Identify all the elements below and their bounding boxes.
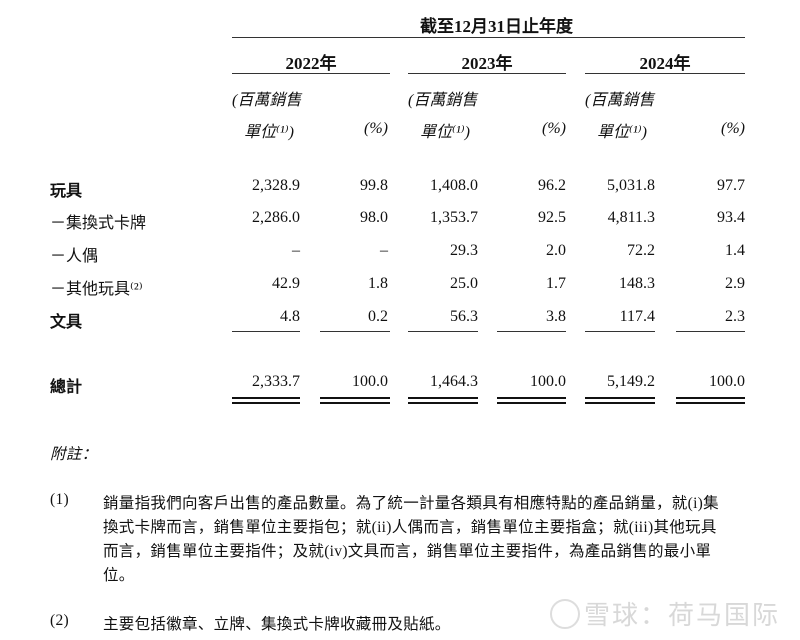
subtotal-rule — [497, 331, 566, 332]
row-value: 1,353.7 — [430, 209, 478, 226]
row-value: 4,811.3 — [607, 209, 655, 226]
row-label: 文具 — [50, 314, 83, 331]
note-line: 換式卡牌而言，銷售單位主要指包；就(ii)人偶而言，銷售單位主要指盒；就(iii… — [103, 519, 717, 536]
double-underline — [232, 397, 300, 399]
total-value: 100.0 — [709, 373, 745, 390]
unit-header-line1: (百萬銷售 — [408, 92, 478, 109]
subtotal-rule — [585, 331, 655, 332]
note-number: (1) — [50, 491, 69, 508]
snowball-logo-icon — [549, 599, 580, 629]
subtotal-rule — [320, 331, 390, 332]
year-2022: 2022年 — [285, 54, 337, 73]
row-value: 2.0 — [546, 242, 566, 259]
row-label: －其他玩具⁽²⁾ — [50, 281, 143, 298]
row-value: – — [380, 242, 388, 259]
row-label: 玩具 — [50, 183, 83, 200]
unit-header-line2: 單位⁽¹⁾) — [420, 124, 470, 141]
notes-heading: 附註： — [50, 446, 98, 463]
row-label: －人偶 — [50, 248, 99, 265]
row-value: 117.4 — [619, 308, 655, 325]
total-label: 總計 — [50, 379, 83, 396]
year-2024: 2024年 — [639, 54, 691, 73]
watermark-text: 雪球：荷马国际 — [583, 601, 780, 631]
row-value: 98.0 — [360, 209, 388, 226]
header-rule — [232, 37, 745, 38]
row-value: 2,286.0 — [252, 209, 300, 226]
row-value: 4.8 — [280, 308, 300, 325]
unit-header-line2: 單位⁽¹⁾) — [597, 124, 647, 141]
year-rule — [408, 73, 566, 74]
double-underline — [585, 402, 655, 404]
row-value: 2.3 — [725, 308, 745, 325]
double-underline — [676, 397, 745, 399]
unit-header-line1: (百萬銷售 — [232, 92, 302, 109]
note-line: 銷量指我們向客戶出售的產品數量。為了統一計量各類具有相應特點的產品銷量，就(i)… — [103, 495, 719, 512]
double-underline — [497, 402, 566, 404]
row-value: 5,031.8 — [607, 177, 655, 194]
unit-header-line2: 單位⁽¹⁾) — [244, 124, 294, 141]
total-value: 100.0 — [530, 373, 566, 390]
subtotal-rule — [676, 331, 745, 332]
row-value: 42.9 — [272, 275, 300, 292]
row-value: 1.8 — [368, 275, 388, 292]
row-value: 97.7 — [717, 177, 745, 194]
note-line: 位。 — [103, 567, 135, 584]
double-underline — [676, 402, 745, 404]
row-value: 99.8 — [360, 177, 388, 194]
double-underline — [408, 402, 478, 404]
row-value: 29.3 — [450, 242, 478, 259]
unit-header-line1: (百萬銷售 — [585, 92, 655, 109]
percent-header: (%) — [721, 120, 745, 137]
row-value: 148.3 — [619, 275, 655, 292]
double-underline — [320, 402, 390, 404]
double-underline — [497, 397, 566, 399]
double-underline — [585, 397, 655, 399]
row-value: 0.2 — [368, 308, 388, 325]
note-number: (2) — [50, 612, 69, 629]
row-value: 96.2 — [538, 177, 566, 194]
percent-header: (%) — [364, 120, 388, 137]
row-value: 25.0 — [450, 275, 478, 292]
row-value: – — [292, 242, 300, 259]
row-value: 72.2 — [627, 242, 655, 259]
total-value: 2,333.7 — [252, 373, 300, 390]
row-value: 1,408.0 — [430, 177, 478, 194]
period-header: 截至12月31日止年度 — [420, 17, 573, 36]
subtotal-rule — [408, 331, 478, 332]
total-value: 5,149.2 — [607, 373, 655, 390]
subtotal-rule — [232, 331, 300, 332]
row-value: 93.4 — [717, 209, 745, 226]
note-line: 主要包括徽章、立牌、集換式卡牌收藏冊及貼紙。 — [103, 616, 451, 633]
row-value: 1.7 — [546, 275, 566, 292]
row-value: 3.8 — [546, 308, 566, 325]
double-underline — [320, 397, 390, 399]
note-line: 而言，銷售單位主要指件；及就(iv)文具而言，銷售單位主要指件，為產品銷售的最小… — [103, 543, 712, 560]
watermark: 雪球：荷马国际 — [549, 595, 780, 632]
row-value: 2,328.9 — [252, 177, 300, 194]
row-label: －集換式卡牌 — [50, 215, 147, 232]
row-value: 92.5 — [538, 209, 566, 226]
year-rule — [585, 73, 745, 74]
double-underline — [408, 397, 478, 399]
row-value: 2.9 — [725, 275, 745, 292]
total-value: 1,464.3 — [430, 373, 478, 390]
year-rule — [232, 73, 390, 74]
total-value: 100.0 — [352, 373, 388, 390]
row-value: 1.4 — [725, 242, 745, 259]
percent-header: (%) — [542, 120, 566, 137]
double-underline — [232, 402, 300, 404]
row-value: 56.3 — [450, 308, 478, 325]
year-2023: 2023年 — [461, 54, 513, 73]
